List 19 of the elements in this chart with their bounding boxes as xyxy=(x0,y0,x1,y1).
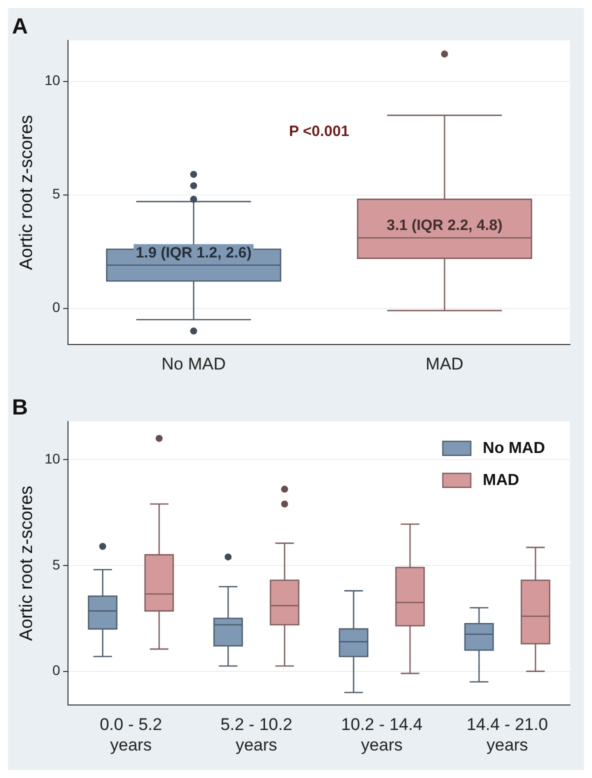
y-tick-label: 5 xyxy=(52,186,60,202)
legend-label: No MAD xyxy=(482,440,546,457)
annotation: P <0.001 xyxy=(288,122,350,140)
y-axis-title: Aortic root z-scores xyxy=(16,114,36,270)
x-tick-label: 10.2 - 14.4 years xyxy=(341,715,422,754)
legend-label: MAD xyxy=(482,472,520,489)
chart-title: A xyxy=(12,13,28,38)
y-tick-label: 5 xyxy=(52,556,60,572)
x-tick-label: 5.2 - 10.2 years xyxy=(220,715,292,754)
x-tick-label: 14.4 - 21.0 years xyxy=(466,715,548,754)
annotation: 1.9 (IQR 1.2, 2.6) xyxy=(136,244,252,262)
y-tick-label: 0 xyxy=(52,662,60,678)
chart-title: B xyxy=(12,394,28,420)
y-tick-label: 0 xyxy=(52,299,60,316)
annotation: 3.1 (IQR 2.2, 4.8) xyxy=(386,217,502,234)
y-tick-label: 10 xyxy=(44,72,60,88)
y-tick-label: 10 xyxy=(44,450,60,466)
x-tick-label: 0.0 - 5.2 years xyxy=(100,715,162,754)
y-axis-title: Aortic root z-scores xyxy=(16,486,36,641)
